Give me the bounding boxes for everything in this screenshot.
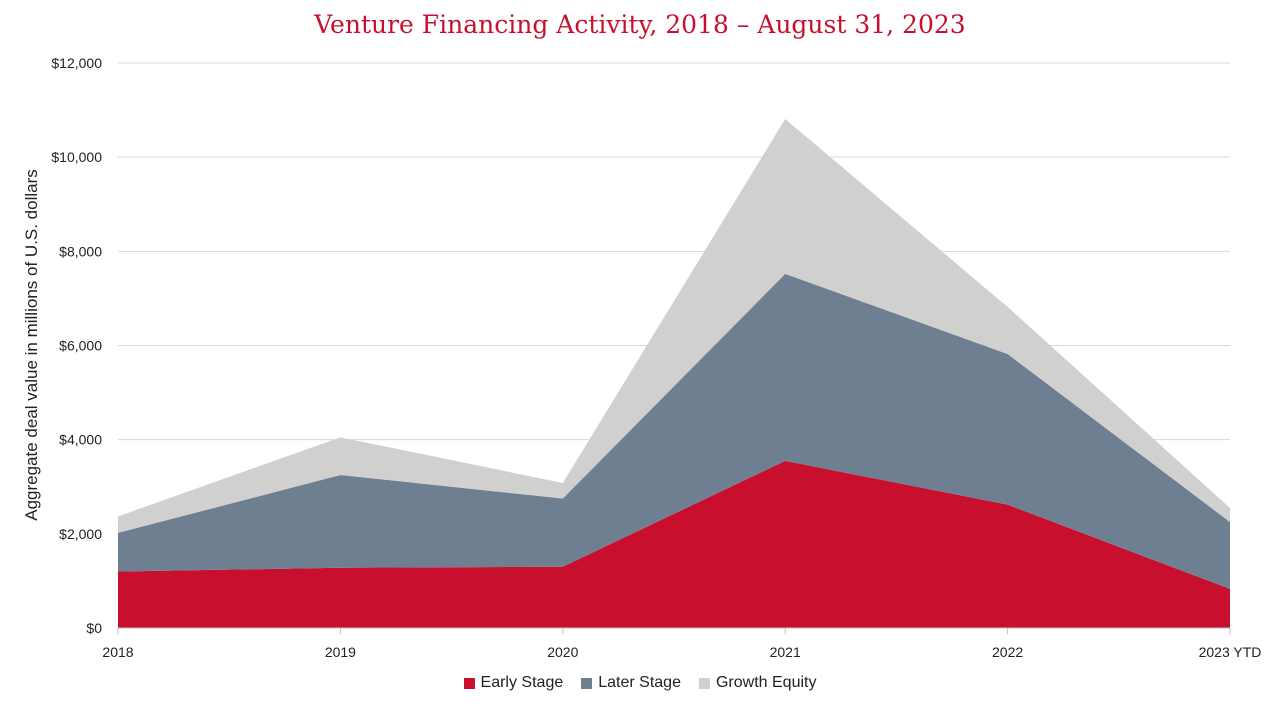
legend-item: Later Stage — [581, 674, 681, 692]
chart-title: Venture Financing Activity, 2018 – Augus… — [314, 10, 966, 39]
x-tick-label: 2023 YTD — [1199, 644, 1262, 660]
area-growth-equity — [118, 119, 1230, 533]
y-tick-label: $0 — [86, 620, 102, 636]
y-tick-label: $10,000 — [51, 149, 102, 165]
legend-swatch — [581, 677, 593, 689]
legend-item: Early Stage — [463, 674, 564, 692]
legend: Early Stage Later Stage Growth Equity — [0, 674, 1280, 692]
area-early-stage — [118, 460, 1230, 628]
legend-label: Growth Equity — [715, 674, 817, 691]
y-tick-label: $4,000 — [59, 432, 102, 448]
x-tick-label: 2021 — [770, 644, 801, 660]
area-later-stage — [118, 273, 1230, 589]
legend-label: Later Stage — [598, 674, 681, 691]
y-tick-label: $6,000 — [59, 338, 102, 354]
area-series — [118, 119, 1230, 628]
x-tick-label: 2018 — [102, 644, 133, 660]
legend-swatch — [463, 677, 475, 689]
axes: $0 $2,000 $4,000 $6,000 $8,000 $10,000 $12,000… — [51, 55, 1261, 660]
x-tick-label: 2020 — [547, 644, 578, 660]
legend-label: Early Stage — [480, 674, 564, 691]
y-tick-label: $8,000 — [59, 243, 102, 259]
legend-item: Growth Equity — [698, 674, 817, 692]
x-tick-label: 2022 — [992, 644, 1023, 660]
legend-swatch — [698, 677, 710, 689]
y-tick-label: $12,000 — [51, 55, 102, 71]
x-tick-label: 2019 — [325, 644, 356, 660]
y-tick-label: $2,000 — [59, 526, 102, 542]
